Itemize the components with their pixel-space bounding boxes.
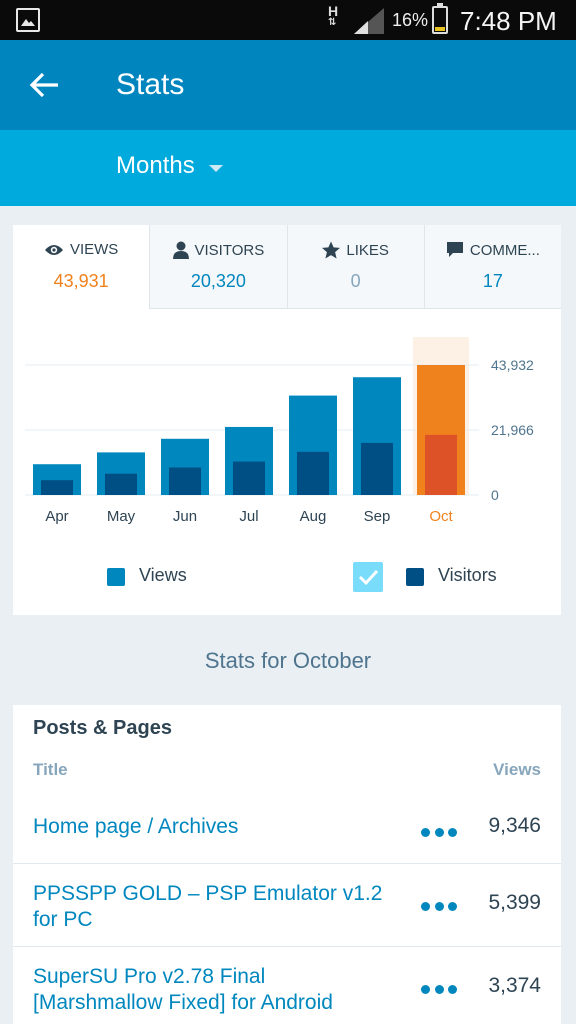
column-title-header: Title	[33, 760, 68, 779]
tab-visitors[interactable]: VISITORS 20,320	[149, 225, 287, 309]
status-bar: H ⇅ 16% 7:48 PM	[0, 0, 576, 40]
person-icon	[172, 241, 189, 259]
tab-comments-label: COMME...	[469, 241, 540, 259]
stats-chart-card: VIEWS 43,931 VISITORS 20,320 LIKES 0	[13, 225, 561, 615]
bar-visitors	[41, 480, 73, 495]
tab-visitors-value: 20,320	[190, 271, 246, 291]
tab-views-label: VIEWS	[69, 241, 119, 258]
period-dropdown[interactable]: Months	[116, 152, 223, 180]
tab-comments[interactable]: COMME... 17	[423, 225, 561, 309]
x-tick-label: Jul	[239, 508, 258, 525]
signal-icon	[354, 8, 384, 34]
bar-visitors	[425, 434, 457, 495]
section-title: Stats for October	[204, 648, 372, 673]
tab-likes-label: LIKES	[346, 241, 389, 259]
eye-icon	[44, 244, 63, 255]
legend-views-swatch	[107, 568, 125, 586]
legend-visitors-swatch	[406, 568, 424, 586]
x-tick-label: Jun	[173, 508, 197, 525]
battery-icon	[432, 3, 448, 34]
checkbox-checked-icon[interactable]	[353, 562, 383, 592]
post-views-count: 3,374	[488, 974, 541, 997]
post-views-count: 5,399	[488, 891, 541, 914]
tab-visitors-label: VISITORS	[194, 241, 265, 259]
chart-legend: Views Visitors	[13, 557, 561, 597]
battery-percent: 16%	[392, 10, 429, 30]
table-row[interactable]: PPSSPP GOLD – PSP Emulator v1.2 for PC 5…	[13, 864, 561, 947]
tab-likes-value: 0	[350, 271, 361, 291]
tab-views[interactable]: VIEWS 43,931	[13, 225, 150, 309]
bar-visitors	[169, 467, 201, 495]
bar-visitors	[105, 473, 137, 495]
bar-visitors	[233, 461, 265, 495]
views-bar-chart: 43,932 21,966 0 Apr May Jun Jul Aug Sep Oct	[25, 337, 534, 525]
bar-visitors	[361, 442, 393, 495]
y-tick-label: 43,932	[491, 357, 534, 373]
app-bar: Stats	[0, 40, 576, 130]
x-tick-label: Apr	[45, 508, 68, 525]
status-clock: 7:48 PM	[460, 6, 557, 36]
tab-views-value: 43,931	[53, 271, 109, 291]
legend-visitors-label: Visitors	[438, 565, 497, 585]
posts-heading: Posts & Pages	[33, 717, 172, 739]
back-arrow-icon[interactable]	[28, 68, 62, 102]
posts-pages-card: Posts & Pages Title Views Home page / Ar…	[13, 705, 561, 1024]
period-label: Months	[116, 152, 195, 179]
x-tick-label: Oct	[429, 508, 453, 525]
more-options-icon[interactable]	[421, 828, 457, 838]
post-title-link[interactable]: SuperSU Pro v2.78 Final [Marshmallow Fix…	[33, 965, 333, 1014]
comment-icon	[446, 242, 463, 257]
table-row[interactable]: SuperSU Pro v2.78 Final [Marshmallow Fix…	[13, 947, 561, 1024]
table-row[interactable]: Home page / Archives 9,346	[13, 800, 561, 864]
x-tick-label: Aug	[300, 508, 327, 525]
post-views-count: 9,346	[488, 814, 541, 837]
gallery-notification-icon	[16, 8, 40, 32]
column-views-header: Views	[493, 760, 541, 779]
post-title-link[interactable]: Home page / Archives	[33, 815, 239, 838]
star-icon	[322, 241, 341, 259]
bar-visitors	[297, 451, 329, 495]
y-tick-label: 0	[491, 487, 499, 503]
more-options-icon[interactable]	[421, 902, 457, 912]
x-tick-label: Sep	[364, 508, 391, 525]
stats-tabs: VIEWS 43,931 VISITORS 20,320 LIKES 0	[13, 225, 561, 309]
y-tick-label: 21,966	[491, 422, 534, 438]
network-type: H ⇅	[328, 3, 339, 28]
legend-views-label: Views	[139, 565, 187, 585]
chevron-down-icon	[208, 164, 223, 172]
more-options-icon[interactable]	[421, 985, 457, 995]
post-title-link[interactable]: PPSSPP GOLD – PSP Emulator v1.2 for PC	[33, 882, 383, 931]
period-filter-bar: Months	[0, 130, 576, 206]
page-title: Stats	[116, 68, 185, 101]
tab-likes[interactable]: LIKES 0	[286, 225, 424, 309]
x-tick-label: May	[107, 508, 136, 525]
tab-comments-value: 17	[482, 271, 503, 291]
